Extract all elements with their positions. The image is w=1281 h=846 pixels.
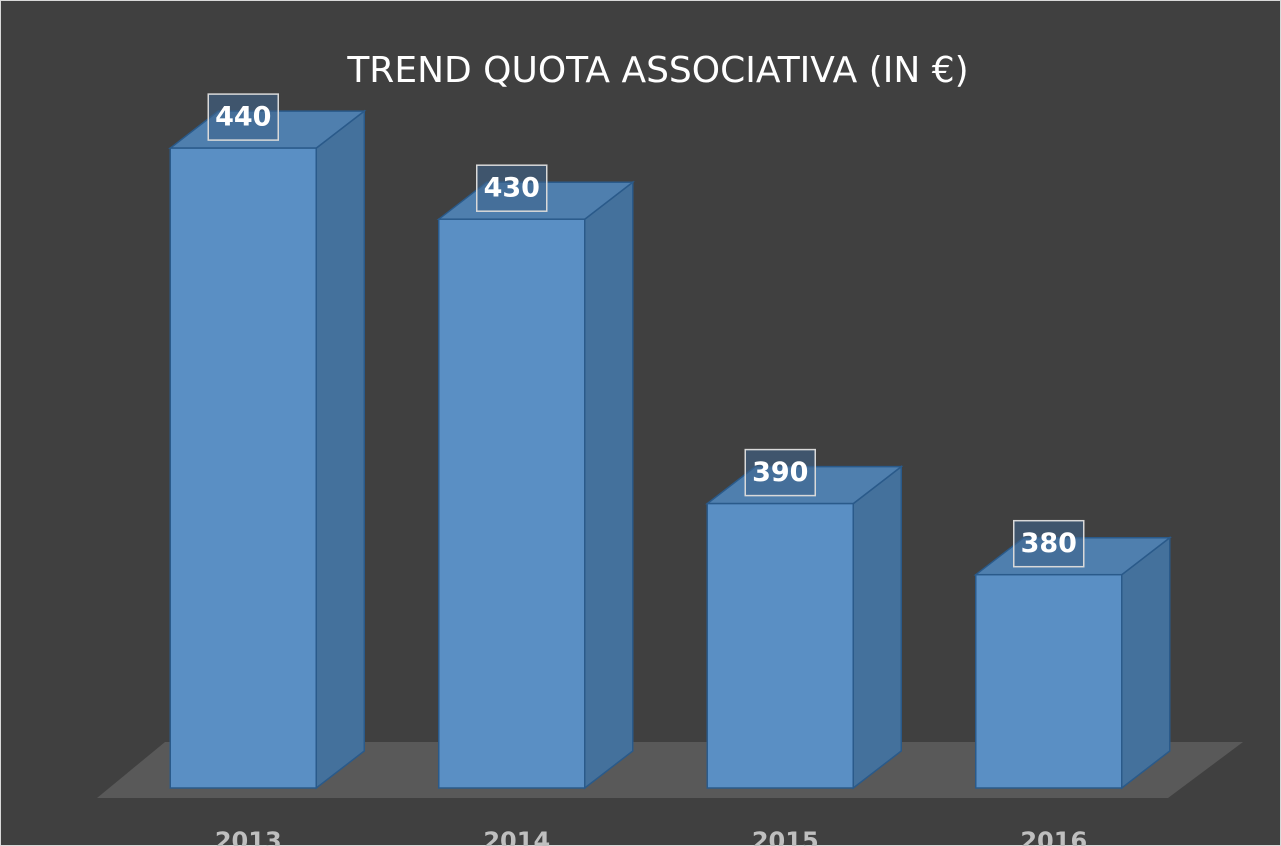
bar xyxy=(706,502,854,789)
x-tick-label: 2013 xyxy=(215,827,282,846)
value-label: 430 xyxy=(484,173,540,204)
x-tick-label: 2015 xyxy=(752,827,819,846)
x-tick-label: 2014 xyxy=(483,827,550,846)
value-label-box xyxy=(744,448,816,497)
bar xyxy=(169,147,317,789)
bar-side xyxy=(1121,536,1171,790)
value-label-box xyxy=(207,93,279,141)
value-label: 440 xyxy=(215,102,271,133)
bar xyxy=(438,218,586,789)
bar-side xyxy=(584,180,634,790)
value-label-box xyxy=(1013,519,1085,568)
bar-side xyxy=(315,109,365,790)
bar-side xyxy=(852,465,902,790)
bar xyxy=(975,573,1123,789)
value-label: 390 xyxy=(752,457,808,488)
floor xyxy=(97,742,1243,798)
chart-title: TREND QUOTA ASSOCIATIVA (IN €) xyxy=(346,50,968,91)
value-label: 380 xyxy=(1021,528,1077,559)
value-label-box xyxy=(476,164,548,212)
x-tick-label: 2016 xyxy=(1020,827,1087,846)
